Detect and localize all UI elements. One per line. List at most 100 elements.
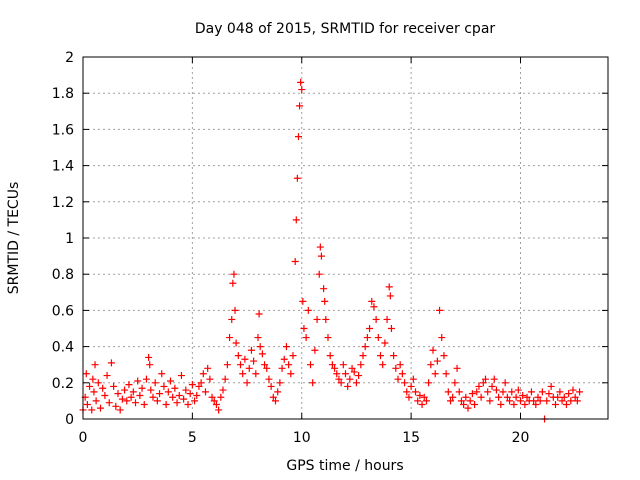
data-point [416, 391, 424, 399]
data-point [532, 401, 540, 409]
y-tick-label: 1.2 [52, 195, 74, 211]
data-point [261, 361, 269, 369]
data-point [82, 370, 90, 378]
data-point [363, 334, 371, 342]
data-point [132, 399, 139, 407]
data-point [418, 401, 426, 409]
data-point [258, 350, 266, 358]
data-point [543, 397, 551, 405]
data-point [482, 375, 489, 383]
data-point [427, 361, 435, 369]
data-point [250, 357, 258, 365]
data-point [477, 393, 485, 401]
data-point [296, 102, 304, 110]
data-point [394, 375, 402, 383]
data-point [103, 372, 111, 380]
data-point [497, 401, 505, 409]
data-point [538, 388, 546, 396]
data-point [355, 372, 363, 380]
data-point [573, 397, 581, 405]
data-point [208, 393, 216, 401]
data-point [374, 334, 382, 342]
data-point [492, 386, 500, 394]
data-point [506, 397, 514, 405]
data-point [129, 388, 137, 396]
data-point [436, 306, 444, 314]
data-point [195, 382, 203, 390]
data-point [344, 382, 352, 390]
data-point [151, 379, 159, 387]
x-tick-label: 5 [188, 430, 197, 446]
data-point [112, 402, 120, 410]
data-point [206, 375, 214, 383]
data-point [316, 243, 324, 251]
data-point [219, 386, 227, 394]
data-point [488, 382, 496, 390]
data-point [289, 352, 297, 360]
data-point [521, 401, 529, 409]
data-point [534, 393, 542, 401]
data-point [88, 406, 96, 414]
data-point [304, 306, 312, 314]
data-point [567, 397, 575, 405]
data-point [89, 375, 97, 383]
data-point [311, 346, 319, 354]
data-point [510, 401, 518, 409]
data-point [232, 339, 240, 347]
data-point [462, 393, 470, 401]
data-point [107, 359, 115, 367]
data-point [252, 370, 260, 378]
data-point [298, 86, 306, 94]
data-point [431, 370, 439, 378]
data-point [110, 382, 118, 390]
data-point [147, 386, 155, 394]
data-point [234, 352, 242, 360]
data-point [186, 390, 194, 398]
data-point [366, 325, 374, 332]
data-point [156, 390, 164, 398]
data-point [274, 388, 282, 396]
data-point [517, 397, 524, 405]
data-point [293, 174, 301, 182]
x-axis-label: GPS time / hours [286, 458, 403, 474]
data-point [127, 393, 135, 401]
data-point [169, 393, 177, 401]
data-point [401, 379, 409, 387]
data-point [527, 388, 535, 396]
data-point [383, 315, 391, 323]
y-tick-label: 2 [65, 50, 74, 66]
data-point [121, 386, 129, 394]
data-point [547, 382, 555, 390]
data-point [379, 361, 387, 369]
data-point [457, 397, 465, 405]
data-point [571, 393, 579, 401]
axis-ticks [82, 56, 608, 420]
data-point [320, 285, 328, 293]
data-point [291, 258, 299, 266]
data-point [294, 133, 302, 141]
data-point [309, 379, 317, 387]
data-point [292, 216, 300, 224]
data-point [398, 370, 406, 378]
data-point [405, 393, 413, 401]
data-point [263, 364, 271, 372]
data-point [204, 364, 212, 372]
data-point [173, 399, 181, 407]
data-point [285, 361, 293, 369]
data-point [479, 379, 487, 387]
data-point [300, 325, 308, 332]
data-point [328, 361, 336, 369]
data-point [333, 370, 341, 378]
data-point [221, 375, 229, 383]
y-tick-label: 1.8 [52, 86, 74, 102]
data-point [471, 401, 479, 409]
data-point [558, 397, 566, 405]
data-point [322, 315, 330, 323]
data-point [372, 315, 380, 323]
data-point [348, 364, 356, 372]
data-point [545, 390, 553, 398]
y-tick-label: 0.4 [52, 340, 74, 356]
data-point [123, 397, 131, 405]
data-point [145, 353, 153, 361]
